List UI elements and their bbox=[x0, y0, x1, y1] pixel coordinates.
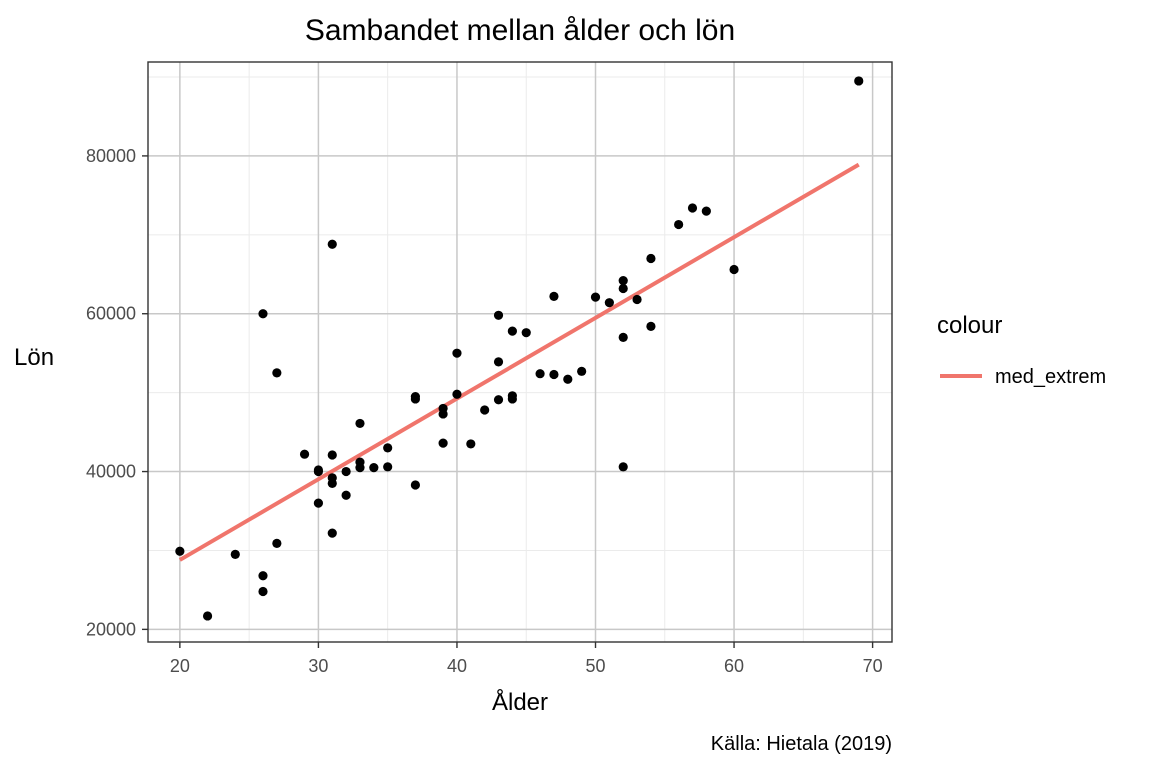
y-tick-label: 80000 bbox=[86, 146, 136, 166]
legend-label-med-extrem: med_extrem bbox=[995, 366, 1106, 388]
y-tick-label: 40000 bbox=[86, 462, 136, 482]
data-points bbox=[175, 76, 864, 621]
data-point bbox=[258, 586, 268, 597]
data-point bbox=[480, 405, 490, 415]
data-point bbox=[258, 571, 268, 581]
data-point bbox=[383, 462, 393, 472]
data-point bbox=[674, 219, 684, 230]
data-point bbox=[507, 326, 517, 336]
data-point bbox=[632, 294, 642, 305]
data-point bbox=[313, 498, 324, 508]
data-point bbox=[646, 321, 656, 331]
data-point bbox=[701, 206, 711, 216]
data-point bbox=[341, 466, 351, 477]
data-point bbox=[729, 264, 739, 275]
data-point bbox=[604, 298, 614, 308]
legend-title: colour bbox=[937, 312, 1002, 339]
data-point bbox=[535, 369, 545, 379]
y-tick-label: 20000 bbox=[86, 619, 136, 639]
chart-caption: Källa: Hietala (2019) bbox=[711, 733, 892, 755]
data-point bbox=[272, 368, 282, 378]
legend: colour med_extrem bbox=[937, 312, 1106, 388]
data-point bbox=[452, 389, 462, 399]
x-tick-label: 40 bbox=[447, 656, 467, 676]
data-point bbox=[507, 394, 517, 404]
data-point bbox=[438, 438, 448, 448]
axis-ticks: 20 30 40 50 60 70 20000 40000 60000 80000 bbox=[86, 146, 883, 676]
data-point bbox=[258, 309, 268, 319]
data-point bbox=[493, 357, 504, 367]
data-point bbox=[646, 253, 656, 264]
data-point bbox=[355, 463, 365, 473]
data-point bbox=[410, 394, 420, 404]
data-point bbox=[438, 409, 448, 419]
data-point bbox=[590, 292, 601, 302]
data-point bbox=[175, 546, 185, 556]
regression-lines bbox=[178, 162, 860, 562]
data-point bbox=[563, 374, 573, 384]
data-point bbox=[341, 490, 351, 500]
x-tick-label: 50 bbox=[585, 656, 605, 676]
grid-lines bbox=[148, 62, 892, 642]
data-point bbox=[577, 366, 587, 376]
chart-title: Sambandet mellan ålder och lön bbox=[305, 14, 735, 47]
data-point bbox=[493, 310, 504, 320]
data-point bbox=[299, 449, 310, 459]
data-point bbox=[618, 332, 628, 343]
data-point bbox=[327, 528, 337, 538]
data-point bbox=[687, 203, 698, 213]
data-point bbox=[410, 480, 420, 490]
regression-line-med-extrem bbox=[178, 162, 860, 562]
data-point bbox=[272, 538, 282, 548]
data-point bbox=[202, 611, 213, 621]
x-tick-label: 60 bbox=[724, 656, 744, 676]
data-point bbox=[369, 463, 379, 473]
data-point bbox=[521, 328, 531, 338]
y-tick-label: 60000 bbox=[86, 304, 136, 324]
data-point bbox=[618, 462, 628, 472]
data-point bbox=[452, 348, 462, 358]
data-point bbox=[355, 418, 365, 429]
data-point bbox=[327, 478, 337, 488]
x-tick-label: 30 bbox=[308, 656, 328, 676]
data-point bbox=[327, 450, 337, 460]
data-point bbox=[493, 395, 504, 405]
x-tick-label: 20 bbox=[170, 656, 190, 676]
y-axis-title: Lön bbox=[14, 344, 54, 371]
data-point bbox=[383, 443, 393, 453]
x-axis-title: Ålder bbox=[492, 688, 548, 716]
data-point bbox=[618, 275, 628, 286]
data-point bbox=[327, 239, 337, 249]
data-point bbox=[854, 76, 864, 86]
data-point bbox=[230, 549, 240, 560]
data-point bbox=[549, 291, 559, 301]
data-point bbox=[618, 283, 628, 294]
x-tick-label: 70 bbox=[863, 656, 883, 676]
data-point bbox=[313, 466, 324, 477]
data-point bbox=[466, 439, 476, 449]
data-point bbox=[549, 369, 559, 380]
panel-border bbox=[147, 61, 893, 643]
